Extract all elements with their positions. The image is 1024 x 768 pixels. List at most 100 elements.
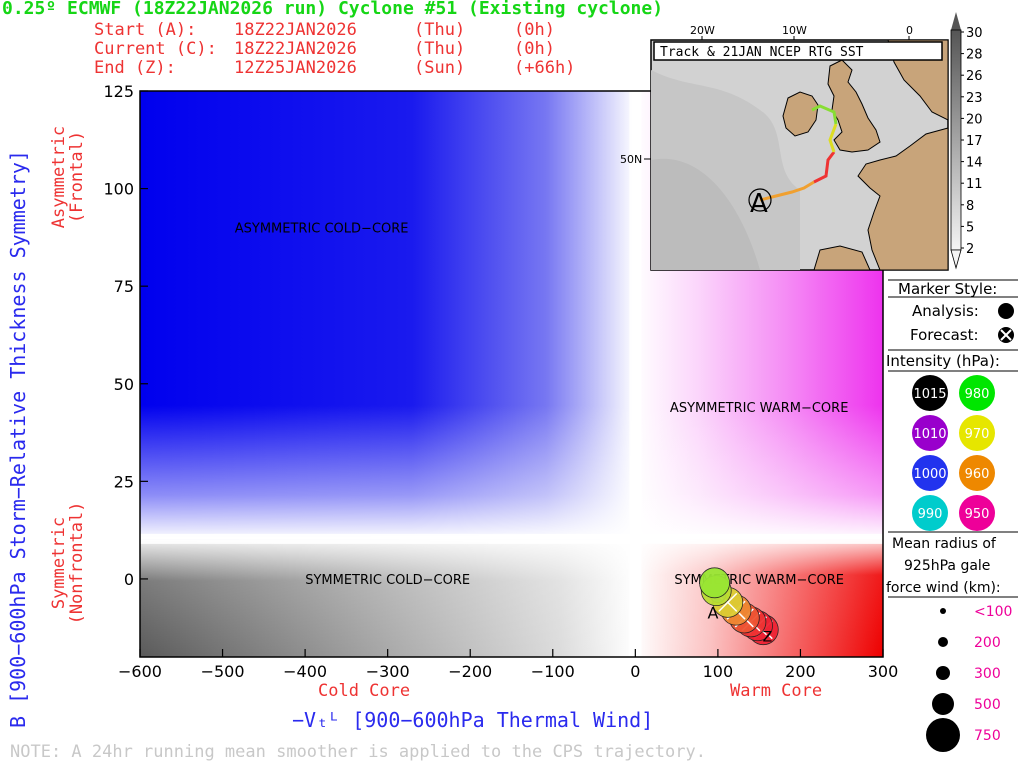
radius-swatch-label: <100: [974, 604, 1012, 620]
header-day: (Thu): [414, 20, 466, 40]
legend-radius-title-line: 925hPa gale: [904, 558, 990, 574]
header-offset: (0h): [514, 20, 555, 40]
asymmetric-label: Asymmetric (Frontal): [49, 125, 87, 229]
track-start-label: A: [750, 189, 768, 219]
trajectory-start-label: A: [707, 603, 718, 622]
intensity-swatch: [912, 495, 948, 531]
intensity-swatch: [959, 415, 995, 451]
sst-colorbar: 30 28 26 23 20 17 14 11 8 5 2: [950, 12, 983, 270]
legend-analysis-label: Analysis:: [912, 302, 979, 320]
legend-radius-title-line: force wind (km):: [886, 580, 1001, 596]
x-tick-label: 100: [703, 662, 734, 681]
x-tick-label: 300: [868, 662, 899, 681]
storm-track-red: [813, 151, 836, 184]
lon-label: 20W: [690, 24, 715, 37]
colorbar-tick-label: 11: [966, 177, 983, 192]
radius-swatch-label: 500: [974, 697, 1001, 713]
plot-frame: [139, 90, 884, 658]
analysis-marker-icon: [998, 303, 1014, 319]
header-row-current: Current (C): 18Z22JAN2026 (Thu) (0h): [94, 39, 555, 59]
zero-vt-band: [629, 91, 642, 657]
y-axis-title: B [900−600hPa Storm−Relative Thickness S…: [6, 150, 30, 728]
radius-swatch: [932, 693, 954, 715]
radius-swatch: [936, 666, 950, 680]
y-tick-label: 0: [124, 570, 134, 589]
inset-map-title: Track & 21JAN NCEP RTG SST: [660, 45, 864, 60]
radius-swatch-label: 300: [974, 666, 1001, 682]
y-tick-label: 75: [114, 277, 134, 296]
storm-track-green: [811, 104, 838, 125]
x-tick-label: 0: [630, 662, 640, 681]
y-tick-label: 50: [114, 375, 134, 394]
forecast-marker-cross: [1000, 329, 1012, 341]
colorbar-bottom-cap: [950, 249, 962, 270]
inset-map: Track & 21JAN NCEP RTG SST 20W 10W 0 50N…: [620, 24, 949, 271]
intensity-swatch: [912, 375, 948, 411]
colorbar-top-cap: [951, 12, 961, 30]
plot-axes: −600 −500 −400 −300 −200 −100 0 100 200 300 0 25 50 7…: [103, 82, 898, 681]
header-time: 18Z22JAN2026: [234, 20, 357, 40]
lat-label: 50N: [620, 153, 642, 166]
intensity-swatch-label: 1000: [913, 467, 946, 482]
land-ireland: [782, 91, 819, 137]
quadrant-label: SYMMETRIC COLD−CORE: [305, 573, 470, 588]
colorbar-tick-label: 14: [966, 156, 983, 171]
intensity-swatch-label: 980: [965, 387, 990, 402]
y-tick-label: 125: [103, 82, 134, 101]
intensity-swatch: [959, 455, 995, 491]
land-europe: [857, 127, 949, 271]
header-offset: (0h): [514, 39, 555, 59]
page-title: 0.25º ECMWF (18Z22JAN2026 run) Cyclone #…: [2, 0, 664, 19]
radius-swatch: [940, 608, 946, 614]
cps-trajectory: AZ: [699, 567, 779, 646]
header-time: 12Z25JAN2026: [234, 58, 357, 78]
header-time: 18Z22JAN2026: [234, 39, 357, 59]
y-tick-label: 25: [114, 472, 134, 491]
smoother-note: NOTE: A 24hr running mean smoother is ap…: [10, 742, 706, 762]
colorbar-tick-label: 20: [966, 112, 983, 127]
colorbar-tick-label: 26: [966, 69, 983, 84]
header-label: Start (A):: [94, 20, 197, 40]
lon-label: 10W: [782, 24, 807, 37]
trajectory-end-label: Z: [763, 630, 773, 646]
zero-b-band: [140, 533, 883, 544]
intensity-swatch-label: 950: [965, 507, 990, 522]
header-label: Current (C):: [94, 39, 217, 59]
track-start-marker: [748, 188, 772, 212]
radius-swatch-label: 200: [974, 635, 1001, 651]
radius-swatch: [938, 637, 948, 647]
header-day: (Sun): [414, 58, 466, 78]
legend-forecast-label: Forecast:: [910, 326, 979, 344]
land-iberia: [813, 245, 871, 271]
colorbar-tick-label: 30: [966, 26, 983, 41]
ocean-shading: [651, 158, 760, 270]
colorbar-body: [950, 29, 962, 251]
y-tick-label: 100: [103, 180, 134, 199]
colorbar-tick-label: 5: [966, 220, 974, 235]
colorbar-tick-label: 23: [966, 91, 983, 106]
colorbar-tick-label: 17: [966, 134, 983, 149]
x-tick-label: −600: [118, 662, 162, 681]
header-label: End (Z):: [94, 58, 176, 78]
intensity-swatch-label: 1010: [913, 427, 946, 442]
x-tick-label: −500: [201, 662, 245, 681]
header-row-end: End (Z): 12Z25JAN2026 (Sun) (+66h): [94, 58, 575, 78]
radius-swatch: [926, 718, 960, 752]
colorbar-tick-label: 2: [966, 242, 974, 257]
intensity-swatch-label: 960: [965, 467, 990, 482]
inset-title-box: [653, 41, 943, 61]
legend-marker-style-title: Marker Style:: [898, 280, 997, 298]
x-tick-label: 200: [785, 662, 816, 681]
intensity-swatch-label: 990: [918, 507, 943, 522]
x-axis-title: −Vₜᴸ [900−600hPa Thermal Wind]: [292, 708, 654, 732]
quadrant-label: ASYMMETRIC WARM−CORE: [670, 401, 848, 416]
x-tick-label: −100: [531, 662, 575, 681]
symmetric-label: Symmetric (Nonfrontal): [49, 501, 87, 625]
lon-label: 0: [906, 24, 913, 37]
legend: Marker Style: Analysis: Forecast: Intens…: [886, 279, 1018, 752]
intensity-swatch-label: 970: [965, 427, 990, 442]
header-day: (Thu): [414, 39, 466, 59]
legend-radius-title-line: Mean radius of: [892, 536, 997, 552]
colorbar-tick-label: 8: [966, 199, 974, 214]
